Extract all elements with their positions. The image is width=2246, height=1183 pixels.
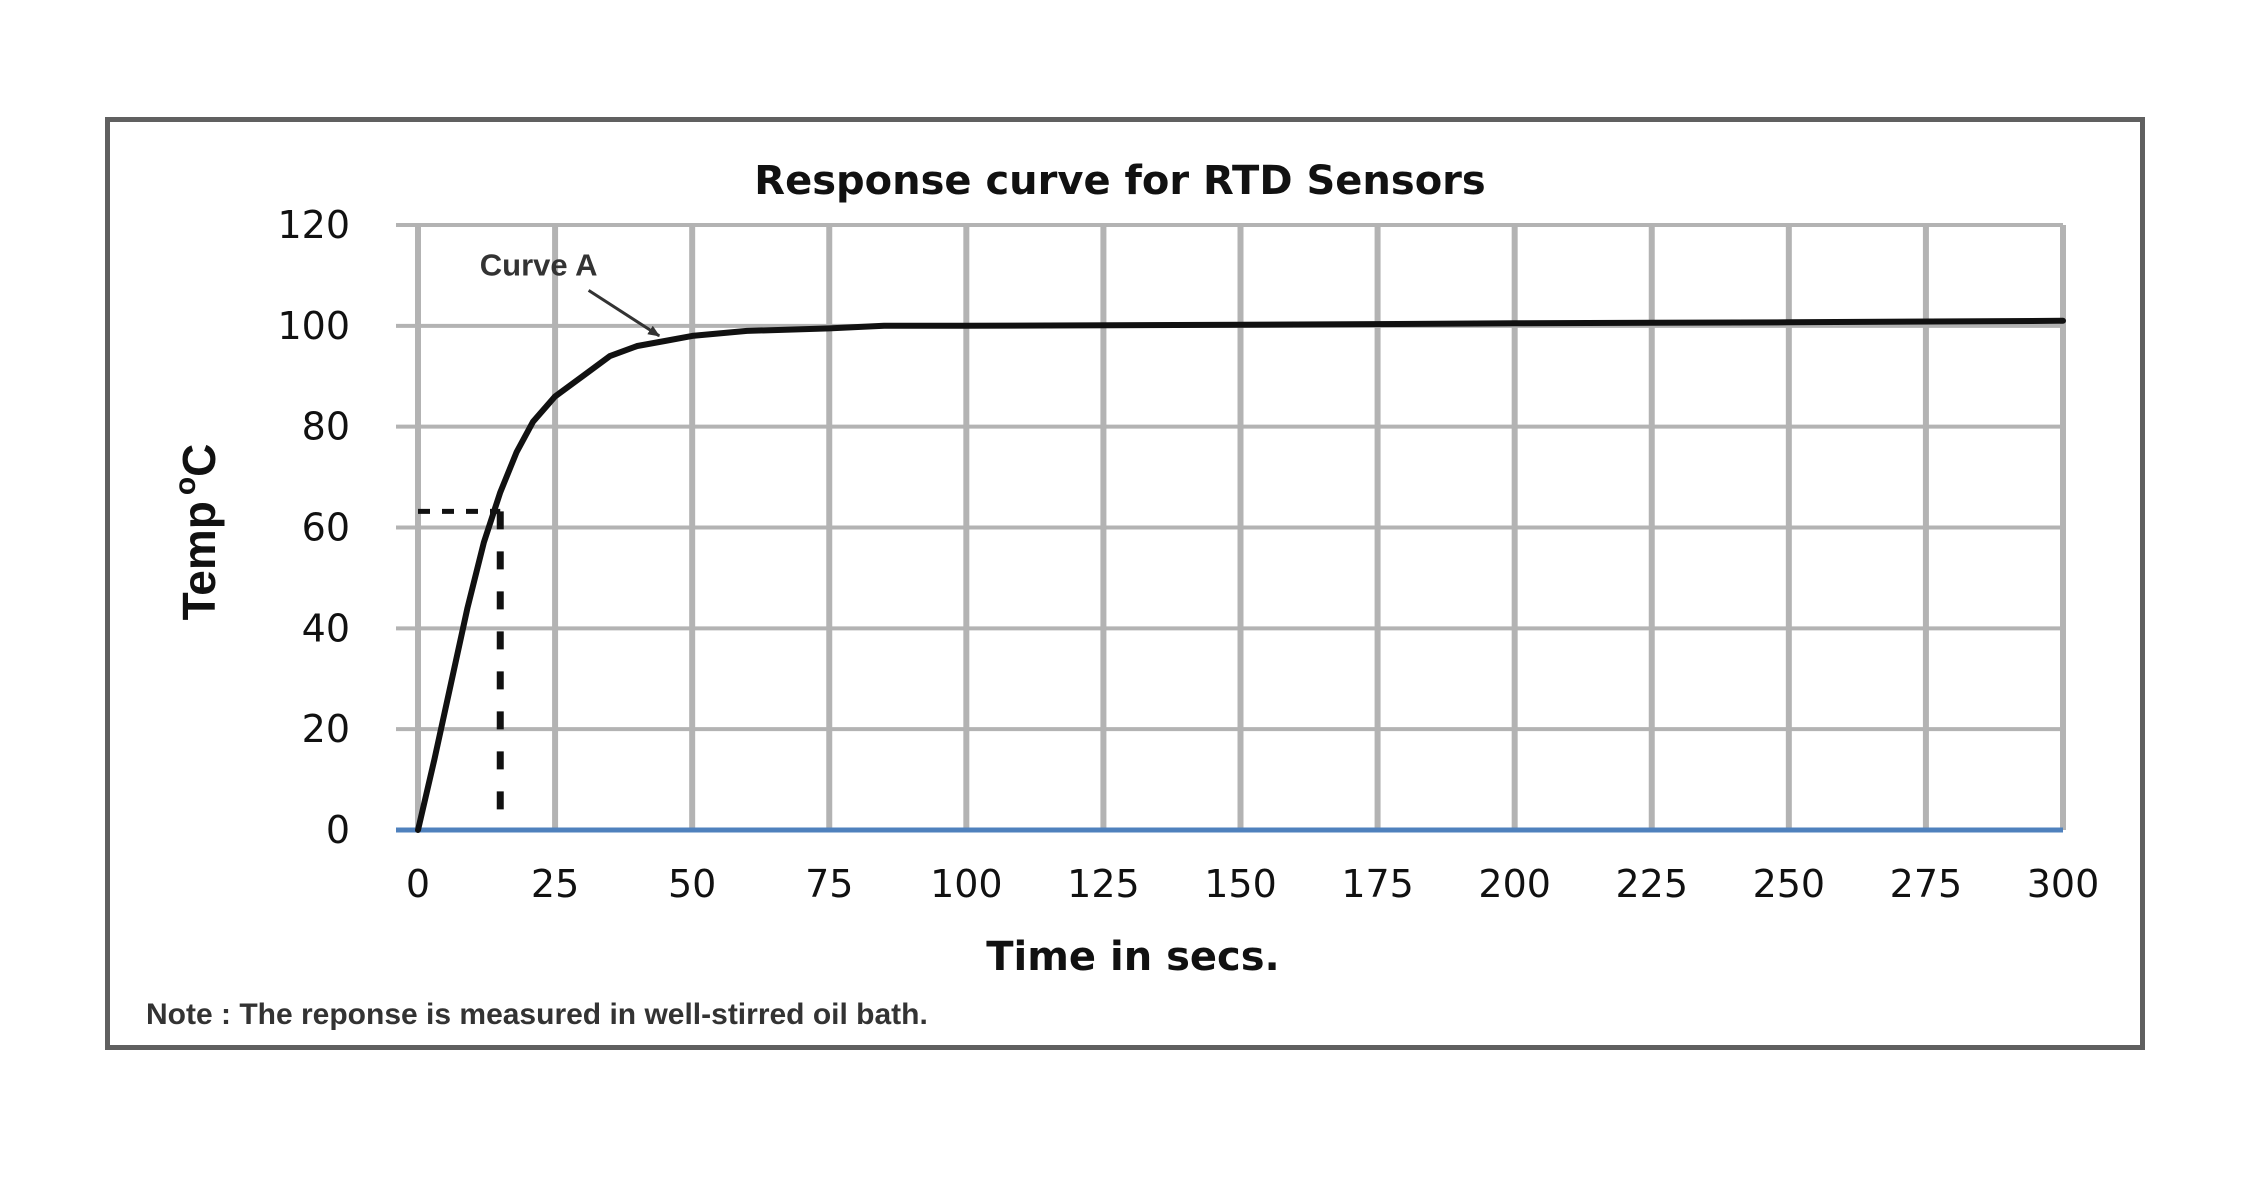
x-axis-label: Time in secs. (986, 934, 1280, 980)
x-tick-label: 200 (1478, 862, 1551, 906)
x-tick-label: 175 (1341, 862, 1414, 906)
x-tick-label: 125 (1067, 862, 1140, 906)
x-tick-label: 0 (406, 862, 430, 906)
y-tick-label: 0 (326, 808, 350, 852)
chart-title: Response curve for RTD Sensors (754, 158, 1485, 204)
x-tick-label: 100 (930, 862, 1003, 906)
annotations: Curve A (480, 247, 661, 338)
y-tick-label: 20 (302, 707, 350, 751)
chart-frame: Response curve for RTD Sensors 0 20 40 60 80… (105, 117, 2145, 1050)
annotation-label: Curve A (480, 247, 598, 282)
x-tick-label: 250 (1753, 862, 1826, 906)
y-axis-label-main: Temp (173, 501, 225, 620)
y-tick-label: 120 (277, 203, 350, 247)
x-tick-label: 75 (805, 862, 853, 906)
response-chart: Response curve for RTD Sensors 0 20 40 60 80… (146, 158, 2099, 1031)
y-axis-label-unit: C (173, 444, 225, 477)
footnote: Note : The reponse is measured in well-s… (146, 998, 928, 1031)
x-tick-label: 275 (1890, 862, 1963, 906)
series-line-curve-a (415, 317, 2066, 833)
reference-lines (418, 508, 504, 830)
x-tick-label: 225 (1615, 862, 1688, 906)
y-tick-label: 40 (302, 606, 350, 650)
tick-labels: 0 20 40 60 80 100 120 0 25 50 75 100 125 150 175 200 225… (277, 203, 2099, 906)
grid-layer (396, 223, 2066, 833)
y-axis-label: Temp oC (169, 444, 225, 621)
series-layer (415, 317, 2066, 833)
x-tick-label: 300 (2027, 862, 2100, 906)
x-tick-label: 50 (668, 862, 716, 906)
y-tick-label: 80 (302, 405, 350, 449)
annotation-arrow (587, 289, 661, 338)
y-tick-label: 60 (302, 506, 350, 550)
x-tick-label: 25 (531, 862, 579, 906)
y-tick-label: 100 (277, 304, 350, 348)
x-tick-label: 150 (1204, 862, 1277, 906)
y-axis-label-sup: o (169, 477, 202, 495)
